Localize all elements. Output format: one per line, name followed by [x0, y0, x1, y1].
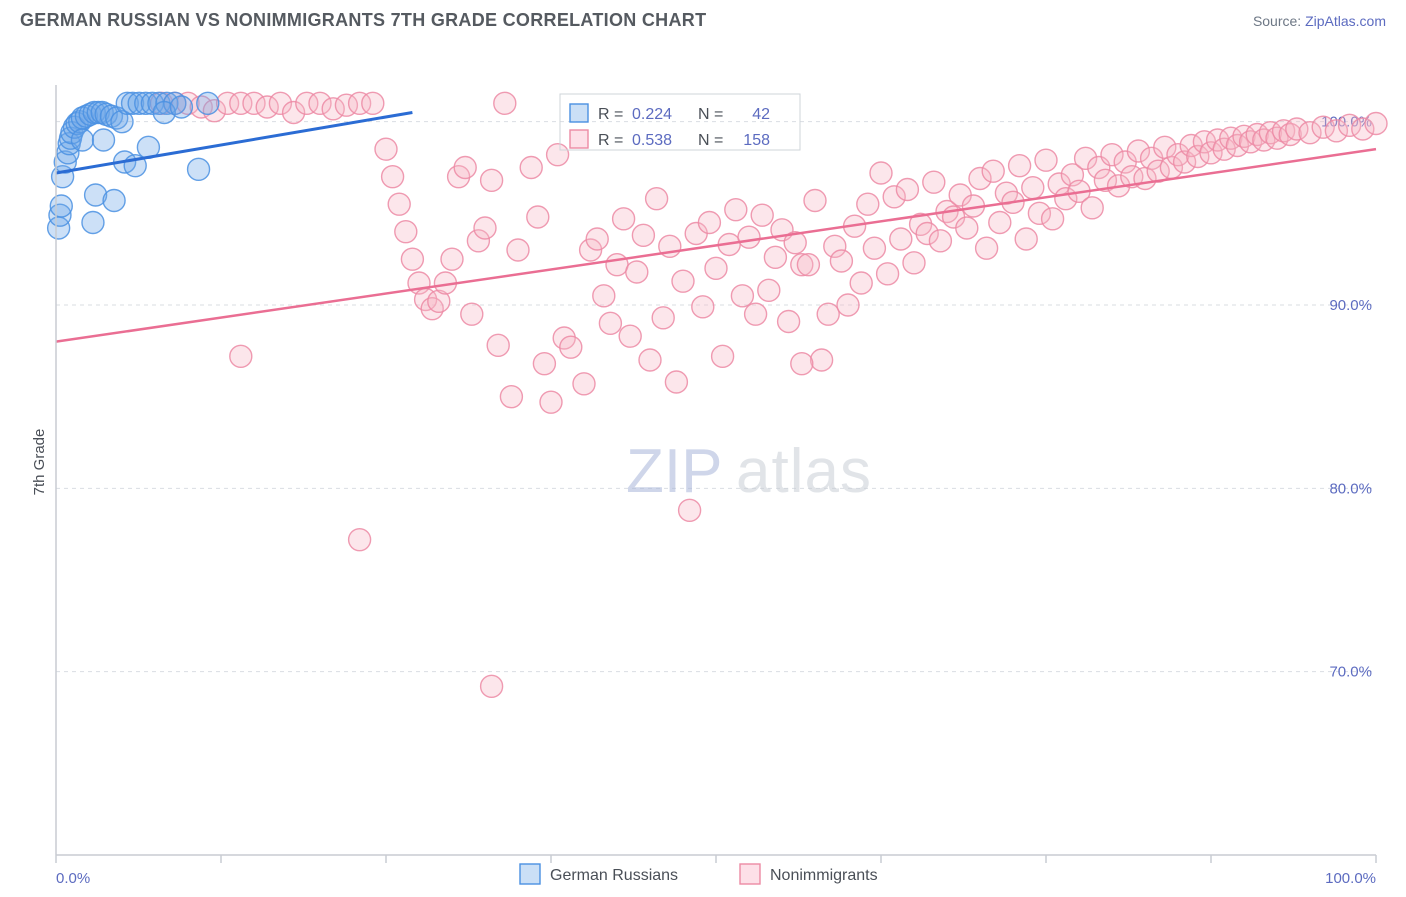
svg-text:0.538: 0.538 [632, 132, 672, 149]
y-axis-label: 7th Grade [31, 429, 48, 496]
svg-text:70.0%: 70.0% [1329, 664, 1372, 681]
chart-title: GERMAN RUSSIAN VS NONIMMIGRANTS 7TH GRAD… [20, 10, 706, 31]
svg-text:0.224: 0.224 [632, 106, 672, 123]
svg-text:158: 158 [743, 132, 770, 149]
svg-text:90.0%: 90.0% [1329, 297, 1372, 314]
source-link[interactable]: ZipAtlas.com [1305, 13, 1386, 29]
svg-text:German Russians: German Russians [550, 867, 678, 884]
chart-area: 7th Grade 70.0% 80.0% 90.0% 100.0% ZIPatlas 0… [0, 37, 1406, 887]
source-label: Source: [1253, 13, 1301, 29]
svg-text:R =: R = [598, 106, 623, 123]
svg-text:ZIP: ZIP [626, 437, 722, 506]
svg-text:100.0%: 100.0% [1325, 870, 1376, 887]
svg-text:R =: R = [598, 132, 623, 149]
svg-text:0.0%: 0.0% [56, 870, 90, 887]
scatter-chart: 70.0%80.0%90.0%100.0%ZIPatlas0.0%100.0%R… [0, 37, 1406, 897]
svg-text:atlas: atlas [736, 437, 872, 506]
svg-text:N =: N = [698, 106, 723, 123]
svg-text:42: 42 [752, 106, 770, 123]
svg-text:Nonimmigrants: Nonimmigrants [770, 867, 878, 884]
svg-text:80.0%: 80.0% [1329, 480, 1372, 497]
svg-text:N =: N = [698, 132, 723, 149]
chart-source: Source: ZipAtlas.com [1253, 13, 1386, 29]
chart-header: GERMAN RUSSIAN VS NONIMMIGRANTS 7TH GRAD… [0, 0, 1406, 37]
